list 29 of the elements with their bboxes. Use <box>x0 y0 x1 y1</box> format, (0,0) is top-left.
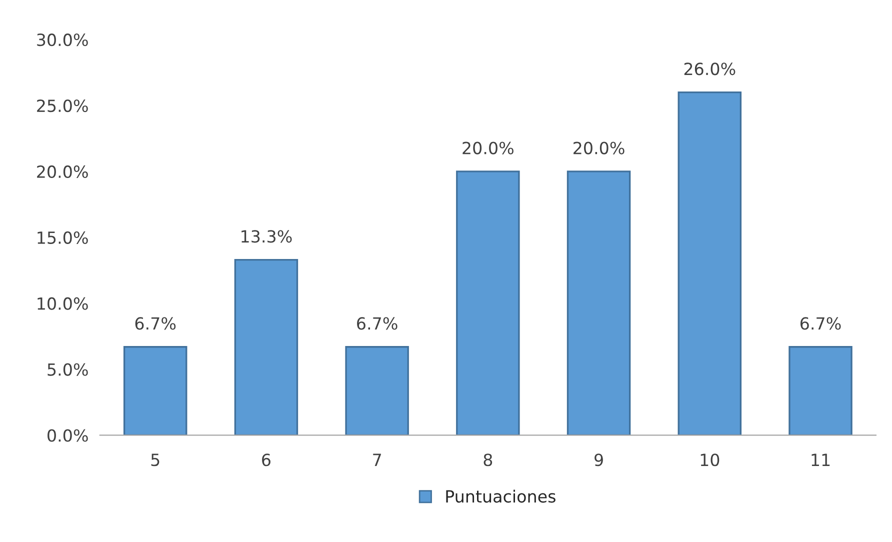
bar <box>234 258 298 436</box>
data-label: 26.0% <box>684 62 736 76</box>
y-tick-label: 25.0% <box>37 99 88 112</box>
y-tick-label: 0.0% <box>48 429 88 442</box>
x-tick-label: 11 <box>812 454 830 466</box>
y-tick-label: 30.0% <box>37 34 88 46</box>
y-tick-label: 10.0% <box>38 297 88 310</box>
bar <box>788 346 852 436</box>
bar <box>345 346 409 436</box>
x-tick-label: 7 <box>373 454 381 466</box>
data-label: 20.0% <box>462 142 514 154</box>
data-label: 6.7% <box>357 317 398 330</box>
x-tick-label: 5 <box>151 454 160 466</box>
legend-label: Puntuaciones <box>446 490 556 503</box>
bar <box>678 91 742 436</box>
y-tick-label: 15.0% <box>38 231 88 244</box>
data-label: 6.7% <box>800 317 841 330</box>
x-tick-label: 6 <box>262 454 270 466</box>
x-tick-label: 9 <box>594 454 603 466</box>
y-tick-label: 5.0% <box>48 363 88 376</box>
data-label: 13.3% <box>242 230 292 243</box>
x-tick-label: 10 <box>700 454 720 466</box>
bar <box>566 170 631 436</box>
bar <box>456 170 520 436</box>
data-label: 20.0% <box>574 142 624 154</box>
bar <box>123 346 188 436</box>
x-tick-label: 8 <box>484 454 492 466</box>
y-tick-label: 20.0% <box>37 165 88 178</box>
data-label: 6.7% <box>135 317 176 330</box>
